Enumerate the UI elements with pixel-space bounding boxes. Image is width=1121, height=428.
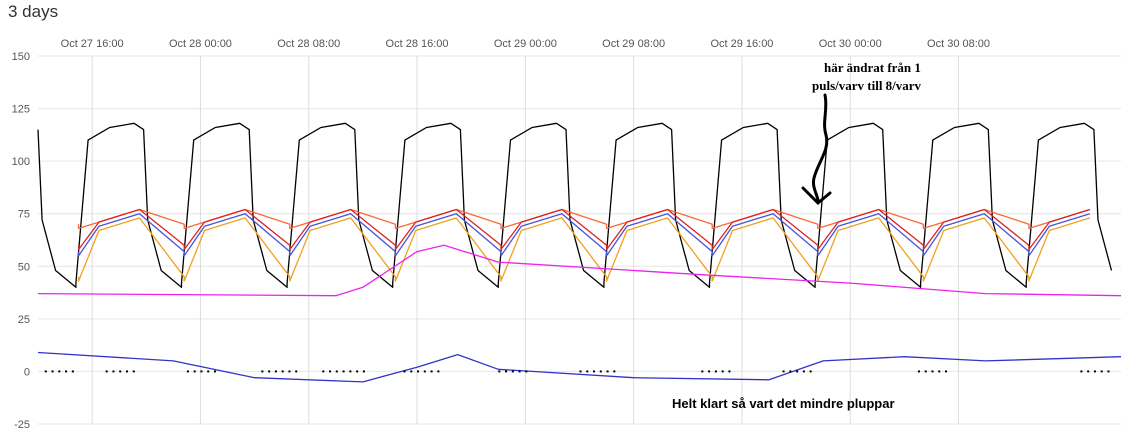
zero-dot [721, 370, 724, 373]
y-axis-ticks: 150 125 100 75 50 25 0 -25 [12, 51, 30, 428]
zero-dot [200, 370, 203, 373]
zero-dots [44, 370, 1110, 373]
x-tick-label: Oct 28 16:00 [386, 38, 449, 50]
x-tick-label: Oct 29 08:00 [602, 38, 665, 50]
pulse-note-line-1: här ändrat från 1 [824, 60, 921, 75]
zero-dot [125, 370, 128, 373]
zero-dot [268, 370, 271, 373]
zero-dot [329, 370, 332, 373]
pulse-note-line-2: puls/varv till 8/varv [812, 78, 922, 93]
zero-dot [931, 370, 934, 373]
zero-dot [58, 370, 61, 373]
zero-dot [71, 370, 74, 373]
zero-dot [708, 370, 711, 373]
zero-dot [789, 370, 792, 373]
y-tick-label: 100 [12, 156, 30, 168]
x-tick-label: Oct 29 00:00 [494, 38, 557, 50]
zero-dot [193, 370, 196, 373]
x-tick-label: Oct 30 00:00 [819, 38, 882, 50]
zero-dot [579, 370, 582, 373]
zero-dot [714, 370, 717, 373]
x-tick-label: Oct 29 16:00 [710, 38, 773, 50]
zero-dot [356, 370, 359, 373]
zero-dot [1087, 370, 1090, 373]
zero-dot [606, 370, 609, 373]
zero-dot [498, 370, 501, 373]
zero-dot [65, 370, 68, 373]
zero-dot [349, 370, 352, 373]
zero-dot [410, 370, 413, 373]
zero-dot [335, 370, 338, 373]
zero-dot [505, 370, 508, 373]
zero-dot [105, 370, 108, 373]
zero-dot [945, 370, 948, 373]
zero-dot [213, 370, 216, 373]
zero-dot [613, 370, 616, 373]
y-tick-label: 125 [12, 104, 30, 116]
zero-dot [518, 370, 521, 373]
zero-dot [1107, 370, 1110, 373]
y-tick-label: 25 [18, 314, 30, 326]
x-tick-label: Oct 27 16:00 [61, 38, 124, 50]
hand-drawn-arrow [801, 93, 832, 206]
series-line-0 [37, 122, 1113, 288]
zero-dot [288, 370, 291, 373]
x-tick-label: Oct 28 00:00 [169, 38, 232, 50]
chart-title: 3 days [8, 2, 59, 21]
zero-dot [924, 370, 927, 373]
zero-dot [417, 370, 420, 373]
zero-dot [132, 370, 135, 373]
zero-dot [593, 370, 596, 373]
annotations: här ändrat från 1 puls/varv till 8/varv … [672, 60, 922, 411]
zero-dot [525, 370, 528, 373]
zero-dot [782, 370, 785, 373]
zero-dot [403, 370, 406, 373]
series-line-2 [77, 208, 1091, 251]
series-group [37, 122, 1121, 383]
bottom-note-text: Helt klart så vart det mindre pluppar [672, 396, 895, 411]
zero-dot [274, 370, 277, 373]
y-tick-label: -25 [14, 419, 30, 428]
series-line-5 [37, 244, 1121, 297]
zero-dot [322, 370, 325, 373]
zero-dot [423, 370, 426, 373]
zero-dot [1093, 370, 1096, 373]
series-line-6 [37, 351, 1121, 383]
zero-dot [207, 370, 210, 373]
zero-dot [796, 370, 799, 373]
zero-dot [511, 370, 514, 373]
x-axis-ticks: Oct 27 16:00 Oct 28 00:00 Oct 28 08:00 Oct … [61, 38, 990, 50]
zero-dot [362, 370, 365, 373]
zero-dot [342, 370, 345, 373]
zero-dot [112, 370, 115, 373]
zero-dot [119, 370, 122, 373]
y-tick-label: 150 [12, 51, 30, 63]
x-tick-label: Oct 30 08:00 [927, 38, 990, 50]
x-tick-label: Oct 28 08:00 [277, 38, 340, 50]
zero-dot [586, 370, 589, 373]
zero-dot [186, 370, 189, 373]
zero-dot [728, 370, 731, 373]
series-line-4 [77, 217, 1091, 282]
zero-dot [44, 370, 47, 373]
zero-dot [437, 370, 440, 373]
zero-dot [599, 370, 602, 373]
zero-dot [430, 370, 433, 373]
zero-dot [1100, 370, 1103, 373]
y-tick-label: 0 [24, 366, 30, 378]
zero-dot [295, 370, 298, 373]
y-tick-label: 50 [18, 261, 30, 273]
zero-dot [1080, 370, 1083, 373]
zero-dot [281, 370, 284, 373]
zero-dot [261, 370, 264, 373]
series-line-3 [77, 213, 1091, 257]
zero-dot [701, 370, 704, 373]
zero-dot [917, 370, 920, 373]
zero-dot [802, 370, 805, 373]
zero-dot [809, 370, 812, 373]
zero-dot [51, 370, 54, 373]
zero-dot [938, 370, 941, 373]
y-tick-label: 75 [18, 209, 30, 221]
